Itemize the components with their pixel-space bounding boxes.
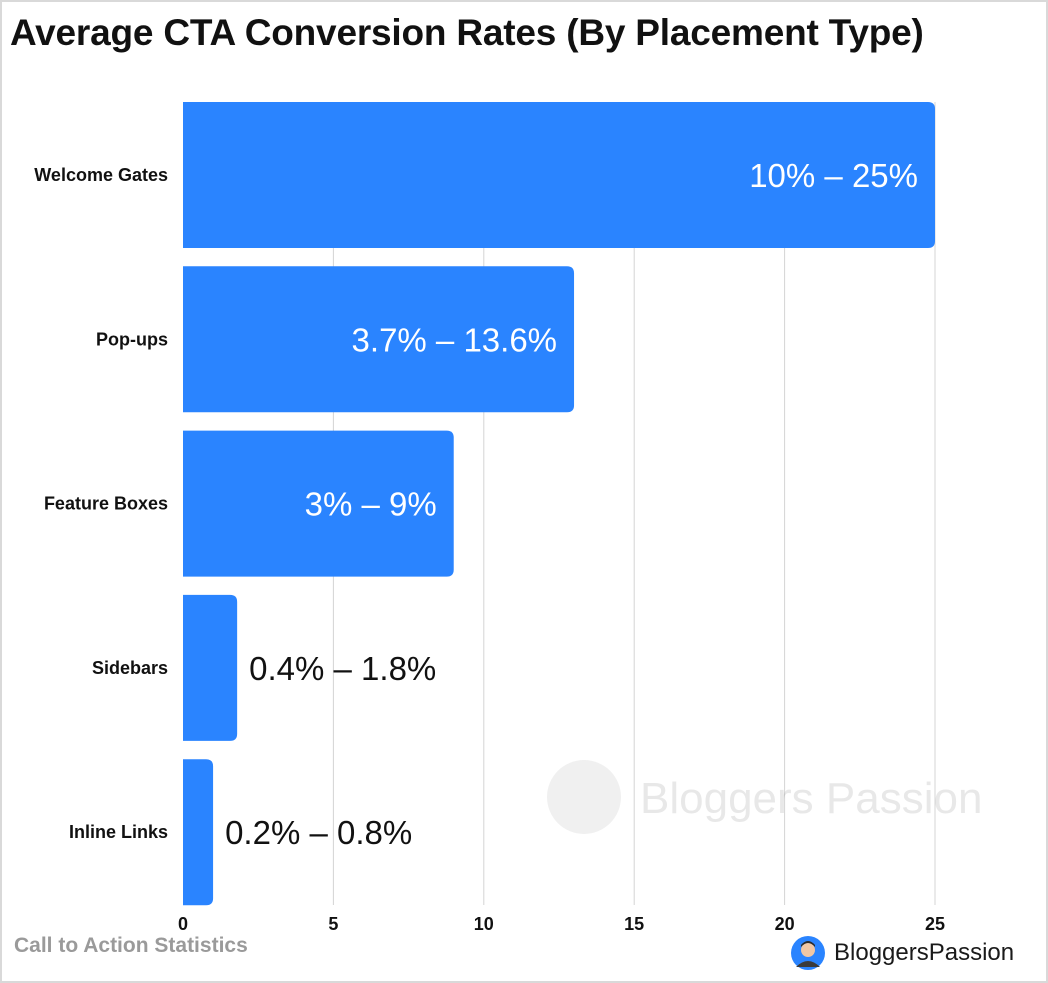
x-tick-label: 20 [775, 914, 795, 934]
x-tick-label: 5 [328, 914, 338, 934]
x-tick-label: 15 [624, 914, 644, 934]
category-label: Pop-ups [96, 329, 168, 349]
data-label: 0.2% – 0.8% [225, 814, 412, 851]
bar [183, 430, 454, 577]
bar [183, 759, 214, 906]
category-label: Sidebars [92, 658, 168, 678]
chart-title: Average CTA Conversion Rates (By Placeme… [10, 12, 924, 53]
x-tick-label: 10 [474, 914, 494, 934]
brand-logo: BloggersPassion [790, 935, 1014, 971]
watermark-avatar-icon [547, 760, 621, 834]
bar [183, 266, 575, 413]
category-label: Inline Links [69, 822, 168, 842]
x-tick-label: 0 [178, 914, 188, 934]
data-label: 10% – 25% [749, 157, 918, 194]
source-label: Call to Action Statistics [14, 934, 248, 957]
bar [183, 102, 935, 248]
brand-avatar-icon [791, 936, 825, 970]
watermark: Bloggers Passion [547, 760, 982, 834]
bar [183, 594, 238, 741]
data-label: 3.7% – 13.6% [352, 321, 557, 358]
watermark-text: Bloggers Passion [640, 774, 982, 823]
data-label: 0.4% – 1.8% [249, 650, 436, 687]
category-label: Welcome Gates [34, 165, 168, 185]
data-label: 3% – 9% [305, 486, 437, 523]
x-tick-label: 25 [925, 914, 945, 934]
brand-name: BloggersPassion [834, 939, 1015, 966]
category-label: Feature Boxes [44, 494, 168, 514]
